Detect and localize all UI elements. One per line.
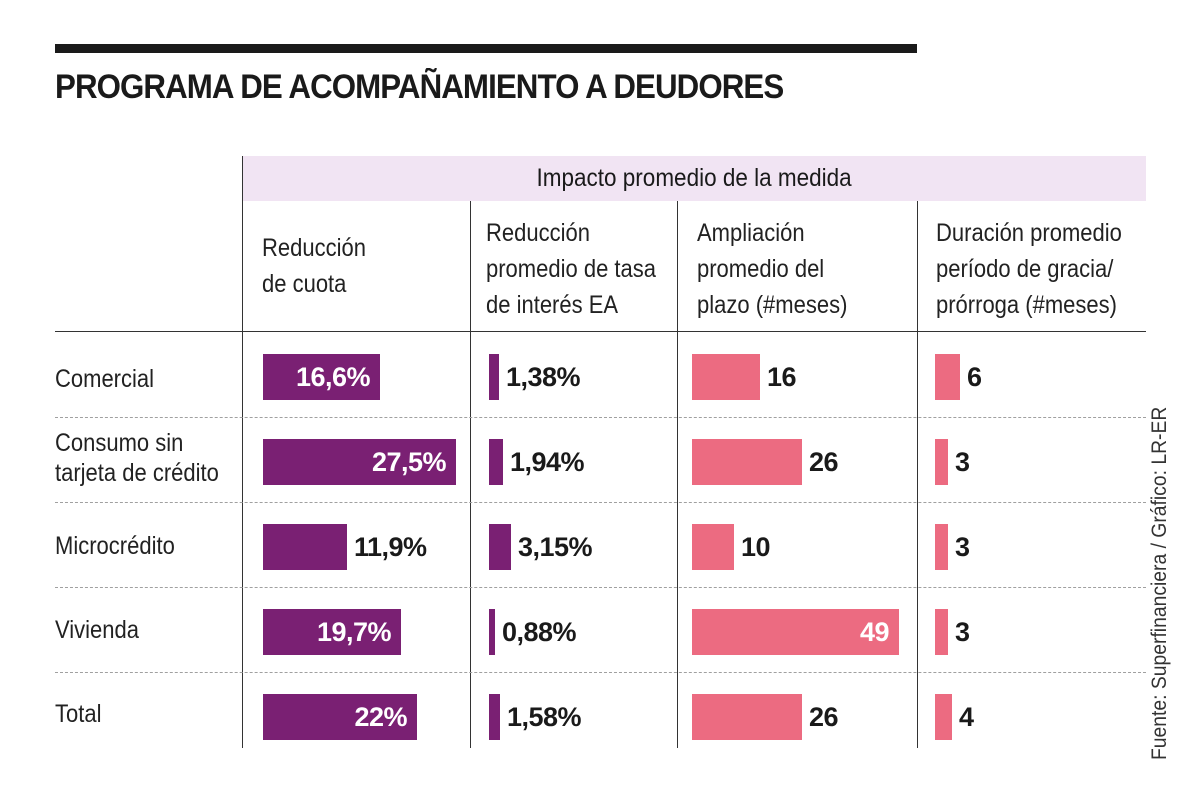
row-label-vivienda: Vivienda (55, 616, 139, 644)
bar-tasa-1 (489, 439, 503, 485)
row-divider (55, 417, 1146, 418)
value-label-tasa-0: 1,38% (506, 362, 581, 392)
top-rule (55, 44, 917, 53)
page-title: PROGRAMA DE ACOMPAÑAMIENTO A DEUDORES (55, 68, 784, 106)
value-label-plazo-0: 16 (767, 362, 797, 392)
group-header: Impacto promedio de la medida (243, 156, 1146, 201)
source-text: Fuente: Superfinanciera / Gráfico: LR-ER (1148, 406, 1171, 760)
bar-gracia-0 (935, 354, 960, 400)
row-divider (55, 672, 1146, 673)
value-label-tasa-2: 3,15% (518, 532, 593, 562)
column-header-tasa: Reducción promedio de tasa de interés EA (486, 219, 657, 319)
row-label-microcredito: Microcrédito (55, 532, 175, 560)
bar-plazo-0 (692, 354, 760, 400)
value-label-cuota-2: 11,9% (354, 532, 427, 562)
source-note: Fuente: Superfinanciera / Gráfico: LR-ER (1148, 380, 1171, 760)
group-header-label: Impacto promedio de la medida (536, 164, 853, 192)
bar-tasa-4 (489, 694, 500, 740)
bar-cuota-1 (263, 439, 456, 485)
bar-gracia-4 (935, 694, 952, 740)
bar-gracia-3 (935, 609, 948, 655)
value-label-tasa-4: 1,58% (507, 702, 582, 732)
value-label-cuota-3: 19,7% (316, 617, 392, 647)
bar-plazo-3 (692, 609, 899, 655)
value-label-plazo-2: 10 (741, 532, 771, 562)
bar-cuota-2 (263, 524, 347, 570)
row-label-consumo: Consumo sin tarjeta de crédito (55, 429, 219, 487)
column-header-cuota: Reducción de cuota (262, 234, 366, 298)
value-label-tasa-1: 1,94% (510, 447, 585, 477)
value-label-cuota-1: 27,5% (371, 447, 447, 477)
value-label-gracia-1: 3 (955, 447, 970, 477)
bar-cuota-0 (263, 354, 380, 400)
bar-plazo-1 (692, 439, 802, 485)
column-divider (677, 201, 678, 748)
bar-tasa-2 (489, 524, 511, 570)
column-divider (470, 201, 471, 748)
value-label-gracia-3: 3 (955, 617, 970, 647)
header-rule (55, 331, 1146, 332)
row-label-comercial: Comercial (55, 365, 155, 393)
value-label-tasa-3: 0,88% (502, 617, 577, 647)
bar-gracia-1 (935, 439, 948, 485)
value-label-plazo-3: 49 (859, 617, 890, 647)
row-label-total: Total (55, 700, 102, 728)
value-label-cuota-0: 16,6% (295, 362, 371, 392)
row-divider (55, 502, 1146, 503)
row-divider (55, 587, 1146, 588)
column-divider (242, 156, 243, 748)
bar-cuota-4 (263, 694, 417, 740)
column-header-plazo: Ampliación promedio del plazo (#meses) (697, 219, 848, 319)
bar-tasa-3 (489, 609, 495, 655)
value-label-gracia-2: 3 (955, 532, 970, 562)
column-divider (917, 201, 918, 748)
bar-cuota-3 (263, 609, 401, 655)
value-label-gracia-4: 4 (959, 702, 974, 732)
column-header-gracia: Duración promedio período de gracia/ pró… (936, 219, 1122, 319)
bar-gracia-2 (935, 524, 948, 570)
bar-plazo-4 (692, 694, 802, 740)
value-label-cuota-4: 22% (354, 702, 407, 732)
value-label-plazo-4: 26 (809, 702, 839, 732)
value-label-plazo-1: 26 (809, 447, 839, 477)
bar-tasa-0 (489, 354, 499, 400)
value-label-gracia-0: 6 (967, 362, 982, 392)
bar-plazo-2 (692, 524, 734, 570)
